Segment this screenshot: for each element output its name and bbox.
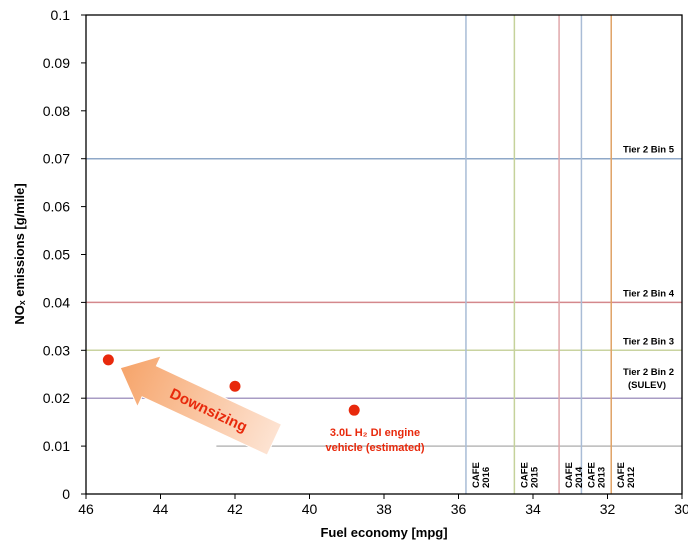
cafe-label-0: CAFE 2016 [471, 462, 492, 488]
x-axis-label: Fuel economy [mpg] [320, 525, 447, 540]
cafe-label-3: CAFE 2013 [586, 462, 607, 488]
limit-sublabel-h-3: (SULEV) [628, 380, 666, 391]
x-tick-label-0: 46 [78, 501, 94, 517]
limit-label-h-0: Tier 2 Bin 5 [623, 145, 675, 156]
vertical-limit-labels: CAFE 2016 CAFE 2015 CAFE 2014 CAFE 2013 CAFE 2012 [471, 462, 637, 488]
point-annotation-line1: 3.0L H₂ DI engine [330, 427, 420, 439]
cafe-label-line1-3: CAFE [586, 462, 597, 488]
limit-label-h-1: Tier 2 Bin 4 [623, 288, 675, 299]
y-tick-label-0: 0 [62, 486, 70, 502]
horizontal-limit-labels: Tier 2 Bin 5 Tier 2 Bin 4 Tier 2 Bin 3 Tier… [623, 145, 675, 392]
x-tick-label-2: 42 [227, 501, 243, 517]
point-annotation-line2: vehicle (estimated) [325, 442, 424, 454]
cafe-label-line1-2: CAFE [564, 462, 575, 488]
y-axis-ticks: 0 0.01 0.02 0.03 0.04 0.05 0.06 0.07 0.08 0.09 0.1 [43, 7, 86, 502]
y-tick-label-5: 0.05 [43, 247, 70, 263]
data-point-0 [102, 354, 114, 366]
cafe-label-2: CAFE 2014 [564, 462, 585, 488]
cafe-label-line2-4: 2012 [626, 467, 637, 488]
x-tick-label-3: 40 [302, 501, 318, 517]
y-tick-label-4: 0.04 [43, 294, 70, 310]
cafe-label-line1-0: CAFE [471, 462, 482, 488]
downsizing-arrow-shape [119, 355, 283, 456]
cafe-label-line2-1: 2015 [529, 466, 540, 488]
x-tick-label-1: 44 [153, 501, 169, 517]
y-tick-label-2: 0.02 [43, 390, 70, 406]
y-tick-label-1: 0.01 [43, 438, 70, 454]
vertical-limit-lines [465, 15, 612, 494]
cafe-label-line2-2: 2014 [574, 466, 585, 488]
data-point-1 [229, 380, 241, 392]
limit-label-h-2: Tier 2 Bin 3 [623, 336, 674, 347]
y-tick-label-10: 0.1 [51, 7, 71, 23]
data-points [102, 354, 360, 416]
x-tick-label-4: 38 [376, 501, 392, 517]
y-tick-label-7: 0.07 [43, 151, 70, 167]
x-tick-label-5: 36 [451, 501, 467, 517]
cafe-label-line2-3: 2013 [596, 467, 607, 488]
cafe-label-line1-1: CAFE [519, 462, 530, 488]
x-tick-label-7: 32 [600, 501, 616, 517]
cafe-label-line2-0: 2016 [481, 467, 492, 488]
limit-label-h-3: Tier 2 Bin 2 [623, 367, 674, 378]
x-tick-label-8: 30 [674, 501, 688, 517]
downsizing-arrow: Downsizing [119, 355, 283, 456]
x-axis-ticks: 46 44 42 40 38 36 34 32 30 [78, 494, 688, 517]
y-axis-label: NOₓ emissions [g/mile] [12, 183, 27, 324]
y-tick-label-9: 0.09 [43, 55, 70, 71]
cafe-label-line1-4: CAFE [616, 462, 627, 488]
x-tick-label-6: 34 [525, 501, 541, 517]
cafe-label-1: CAFE 2015 [519, 462, 540, 488]
y-tick-label-8: 0.08 [43, 103, 70, 119]
y-tick-label-3: 0.03 [43, 342, 70, 358]
y-tick-label-6: 0.06 [43, 199, 70, 215]
cafe-label-4: CAFE 2012 [616, 462, 637, 488]
plot-frame [85, 14, 683, 495]
data-point-2 [348, 404, 360, 416]
